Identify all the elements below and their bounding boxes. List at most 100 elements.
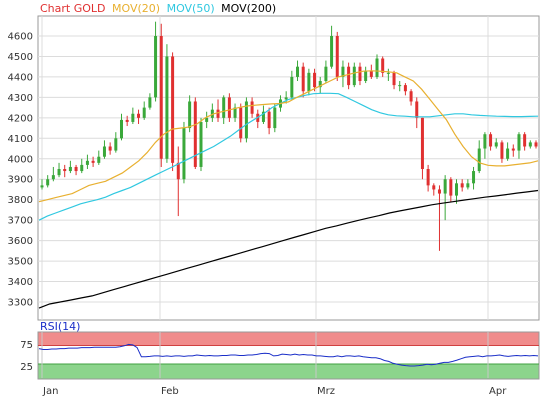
candle-body — [296, 66, 300, 77]
candle-body — [182, 128, 186, 180]
candle-body — [80, 164, 84, 172]
rsi-tick-25: 25 — [20, 362, 33, 373]
y-tick-label: 4400 — [8, 72, 33, 83]
candle-body — [68, 166, 72, 172]
y-tick-label: 3700 — [8, 216, 33, 227]
candle-body — [330, 36, 334, 67]
candle-body — [102, 146, 106, 157]
candle-body — [415, 101, 419, 118]
legend-mov200: MOV(200) — [221, 2, 276, 15]
candle-body — [409, 91, 413, 102]
candle-body — [97, 156, 101, 163]
candle-body — [489, 134, 493, 147]
candle-body — [290, 76, 294, 98]
candle-body — [483, 134, 487, 149]
y-tick-label: 4600 — [8, 32, 33, 43]
candle-body — [472, 171, 476, 184]
candle-body — [125, 119, 129, 122]
candle-body — [188, 101, 192, 129]
legend-chart-gold: Chart GOLD — [40, 2, 106, 15]
candle-body — [239, 107, 243, 139]
candle-body — [455, 183, 459, 196]
candle-body — [460, 183, 464, 188]
candle-body — [216, 109, 220, 118]
rsi-oversold-band — [38, 364, 539, 379]
candle-body — [381, 58, 385, 73]
y-tick-label: 3500 — [8, 257, 33, 268]
candle-body — [369, 70, 373, 77]
candle-body — [267, 111, 271, 129]
mov20-line — [38, 70, 539, 203]
candle-body — [108, 146, 112, 151]
candle-body — [358, 66, 362, 82]
candle-body — [119, 119, 123, 139]
x-tick-labels: Jan Feb Mrz Apr — [42, 386, 507, 397]
candle-body — [159, 36, 163, 159]
candle-body — [420, 117, 424, 169]
candle-body — [318, 81, 322, 88]
candle-body — [364, 70, 368, 82]
x-tick-label: Jan — [42, 386, 58, 397]
candle-body — [74, 166, 78, 172]
candle-body — [171, 56, 175, 163]
legend-mov50: MOV(50) — [167, 2, 215, 15]
candle-body — [432, 185, 436, 190]
candle-body — [227, 97, 231, 118]
candles — [40, 21, 538, 251]
mov200-line — [38, 189, 539, 309]
candle-body — [176, 162, 180, 180]
candle-body — [500, 142, 504, 159]
rsi-series-line — [38, 343, 539, 367]
mov50-line — [38, 92, 539, 221]
candle-body — [534, 142, 538, 147]
candle-body — [506, 148, 510, 159]
rsi-grid — [41, 332, 489, 378]
candle-body — [51, 175, 55, 180]
rsi-legend: RSI(14) — [40, 320, 80, 333]
candle-body — [46, 179, 50, 186]
candle-body — [375, 58, 379, 77]
candle-body — [398, 85, 402, 87]
candle-body — [114, 138, 118, 151]
candle-body — [437, 189, 441, 194]
candle-body — [131, 113, 135, 122]
candle-body — [233, 107, 237, 118]
candle-body — [40, 185, 44, 188]
candle-body — [91, 160, 95, 163]
candle-body — [335, 36, 339, 77]
y-tick-label: 4100 — [8, 134, 33, 145]
candle-body — [284, 97, 288, 100]
candle-body — [466, 183, 470, 188]
candle-body — [154, 36, 158, 98]
candle-body — [386, 72, 390, 74]
candle-body — [301, 66, 305, 92]
rsi-overbought-band — [38, 332, 539, 346]
candle-body — [199, 121, 203, 167]
y-tick-label: 4200 — [8, 113, 33, 124]
candle-body — [313, 72, 317, 88]
moving-average-lines — [38, 70, 539, 309]
legend: Chart GOLD MOV(20) MOV(50) MOV(200) — [40, 2, 276, 15]
candle-body — [165, 56, 169, 159]
candle-body — [449, 179, 453, 196]
candle-body — [347, 66, 351, 86]
y-tick-label: 4300 — [8, 93, 33, 104]
main-y-tick-labels: 4600 4500 4400 4300 4200 4100 4000 3900 3800 3700… — [8, 32, 33, 309]
candle-body — [511, 148, 515, 151]
candle-body — [477, 148, 481, 172]
y-tick-label: 3800 — [8, 195, 33, 206]
y-tick-label: 3300 — [8, 298, 33, 309]
candle-body — [250, 101, 254, 114]
y-tick-label: 3600 — [8, 236, 33, 247]
candle-body — [341, 66, 345, 77]
candle-body — [244, 101, 248, 139]
candle-body — [523, 134, 527, 147]
candle-body — [205, 117, 209, 122]
candle-body — [273, 107, 277, 129]
candle-body — [517, 134, 521, 151]
candle-body — [85, 160, 89, 165]
candle-body — [426, 169, 430, 186]
y-tick-label: 4000 — [8, 154, 33, 165]
y-tick-label: 3400 — [8, 277, 33, 288]
y-tick-label: 3900 — [8, 175, 33, 186]
